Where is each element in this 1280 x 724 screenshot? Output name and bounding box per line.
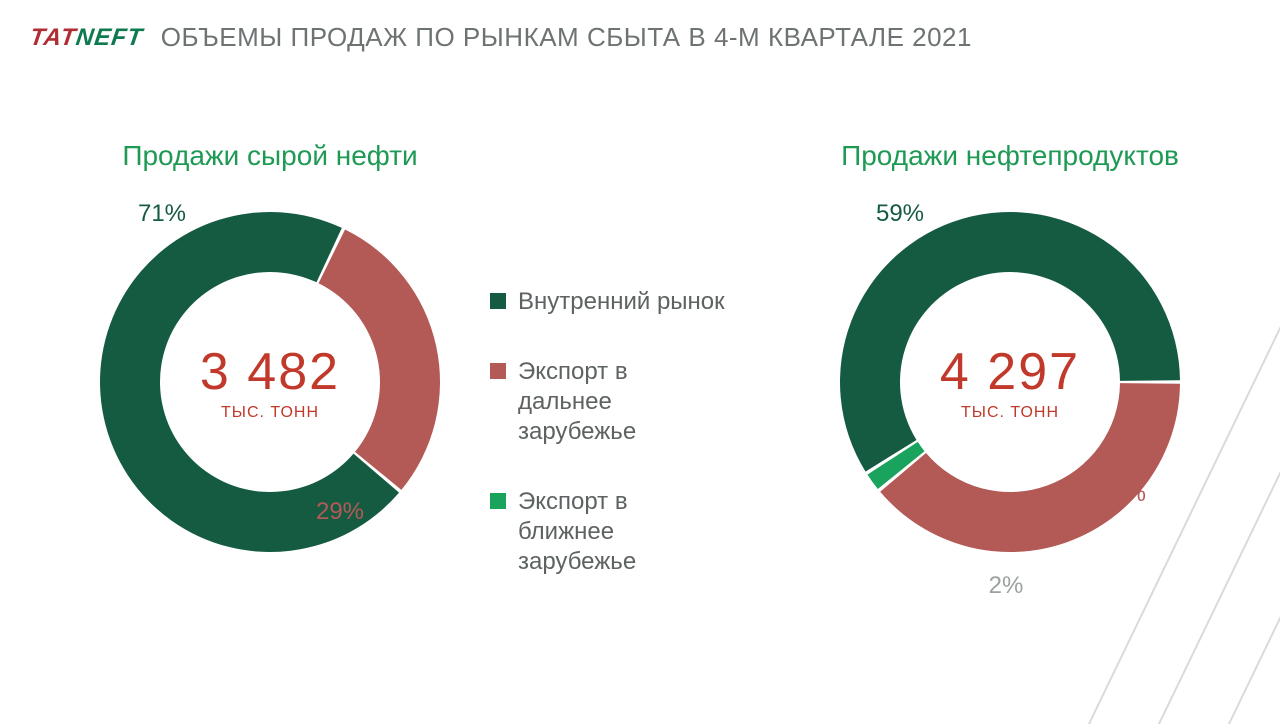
brand-logo-part-b: NEFT (74, 24, 144, 51)
donut-right: 4 297 ТЫС. ТОНН 39%2%59% (830, 202, 1190, 562)
legend-swatch (490, 293, 506, 309)
donut-left-slice-label: 29% (316, 498, 364, 526)
donut-left-center: 3 482 ТЫС. ТОНН (90, 202, 450, 562)
legend-swatch (490, 363, 506, 379)
legend-label: Экспорт в ближнее зарубежье (518, 487, 728, 577)
donut-right-slice-label: 59% (876, 200, 924, 228)
donut-left-unit: ТЫС. ТОНН (221, 404, 319, 422)
chart-left-column: Продажи сырой нефти 3 482 ТЫС. ТОНН 71% 2… (60, 140, 480, 684)
brand-logo: TATNEFT (28, 24, 145, 52)
donut-right-slice-label: 2% (989, 572, 1024, 600)
donut-left-value: 3 482 (200, 342, 340, 402)
donut-right-value: 4 297 (940, 342, 1080, 402)
chart-left-title: Продажи сырой нефти (122, 140, 417, 172)
legend-item: Экспорт в ближнее зарубежье (490, 487, 790, 577)
legend-swatch (490, 493, 506, 509)
legend-label: Экспорт в дальнее зарубежье (518, 357, 728, 447)
slide-header: TATNEFT ОБЪЕМЫ ПРОДАЖ ПО РЫНКАМ СБЫТА В … (30, 22, 1250, 53)
donut-left-slice-label: 71% (138, 200, 186, 228)
chart-right-title: Продажи нефтепродуктов (841, 140, 1179, 172)
slide-title: ОБЪЕМЫ ПРОДАЖ ПО РЫНКАМ СБЫТА В 4-М КВАР… (161, 22, 972, 53)
legend-column: Внутренний рынок Экспорт в дальнее зарубе… (480, 140, 800, 684)
brand-logo-part-a: TAT (28, 24, 78, 51)
donut-right-unit: ТЫС. ТОНН (961, 404, 1059, 422)
donut-left: 3 482 ТЫС. ТОНН 71% 29% (90, 202, 450, 562)
donut-right-slice-label: 39% (1098, 480, 1146, 508)
legend-item: Внутренний рынок (490, 287, 790, 317)
slide-content: Продажи сырой нефти 3 482 ТЫС. ТОНН 71% 2… (60, 140, 1220, 684)
donut-right-center: 4 297 ТЫС. ТОНН (830, 202, 1190, 562)
legend-item: Экспорт в дальнее зарубежье (490, 357, 790, 447)
legend-label: Внутренний рынок (518, 287, 725, 317)
chart-right-column: Продажи нефтепродуктов 4 297 ТЫС. ТОНН 3… (800, 140, 1220, 684)
slide-root: TATNEFT ОБЪЕМЫ ПРОДАЖ ПО РЫНКАМ СБЫТА В … (0, 0, 1280, 724)
